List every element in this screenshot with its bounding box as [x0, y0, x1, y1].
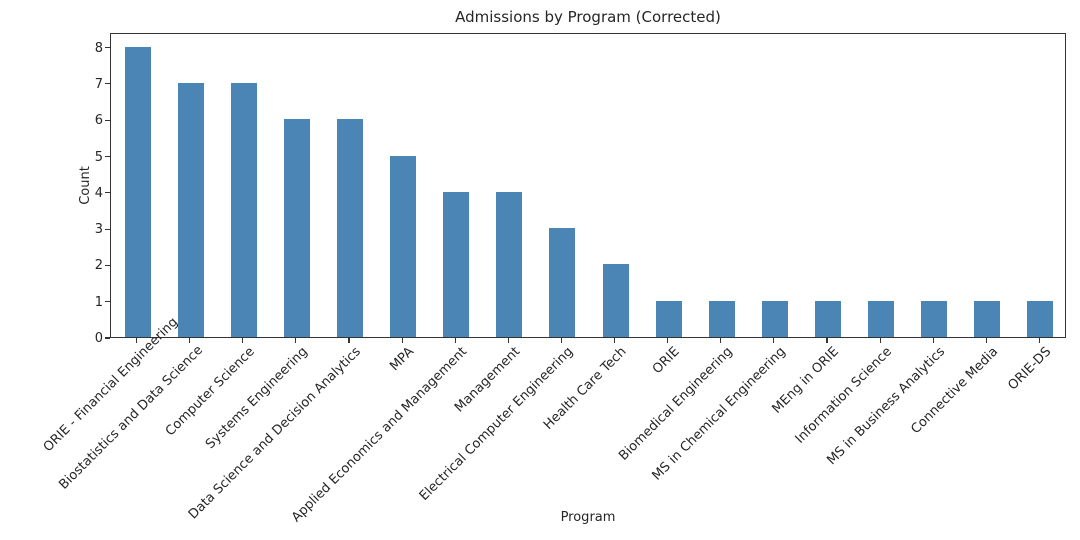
bar: [868, 300, 895, 337]
x-tick: [560, 338, 562, 343]
bar: [921, 300, 948, 337]
y-tick: [105, 301, 110, 303]
x-tick-label: ORIE - Financial Engineering: [40, 314, 182, 456]
y-tick: [105, 192, 110, 194]
x-tick: [985, 338, 987, 343]
bar: [602, 264, 629, 337]
x-tick: [773, 338, 775, 343]
x-tick: [826, 338, 828, 343]
bar: [708, 300, 735, 337]
x-tick: [720, 338, 722, 343]
y-tick-label: 3: [94, 222, 103, 238]
y-tick: [105, 264, 110, 266]
y-tick-label: 8: [94, 40, 103, 56]
y-tick-label: 5: [94, 149, 103, 165]
y-tick: [105, 155, 110, 158]
plot-area: [110, 33, 1066, 338]
x-tick: [614, 338, 616, 343]
x-tick: [454, 338, 456, 343]
x-tick: [879, 338, 881, 343]
y-tick: [105, 46, 110, 49]
x-tick: [667, 338, 669, 343]
bar: [974, 300, 1001, 337]
y-tick-label: 2: [94, 258, 103, 274]
bar: [1027, 300, 1054, 337]
x-tick: [348, 338, 350, 343]
x-tick: [507, 338, 509, 343]
chart-title: Admissions by Program (Corrected): [455, 8, 721, 26]
y-tick: [105, 228, 110, 230]
x-tick: [242, 338, 244, 343]
bar: [177, 82, 204, 337]
bar: [283, 119, 310, 337]
x-tick: [932, 338, 934, 343]
x-axis-title: Program: [560, 510, 616, 525]
bar: [815, 300, 841, 337]
y-tick-label: 0: [94, 331, 103, 346]
x-tick: [189, 338, 191, 343]
bar: [761, 300, 788, 337]
bar: [549, 228, 576, 337]
bar: [124, 46, 151, 337]
bar: [443, 191, 470, 337]
x-tick: [1038, 338, 1040, 343]
x-tick: [136, 338, 138, 343]
y-tick-label: 7: [94, 76, 103, 92]
y-tick: [105, 337, 110, 339]
bar: [230, 82, 257, 337]
y-tick-label: 6: [94, 113, 103, 129]
x-tick: [401, 338, 403, 343]
bar: [390, 155, 417, 337]
y-tick-label: 4: [94, 185, 103, 201]
bar: [655, 300, 682, 337]
y-tick: [105, 83, 110, 85]
y-tick: [105, 119, 110, 121]
y-tick-label: 1: [94, 294, 103, 310]
bar: [337, 119, 363, 337]
bar: [496, 191, 523, 337]
x-tick: [295, 338, 297, 343]
